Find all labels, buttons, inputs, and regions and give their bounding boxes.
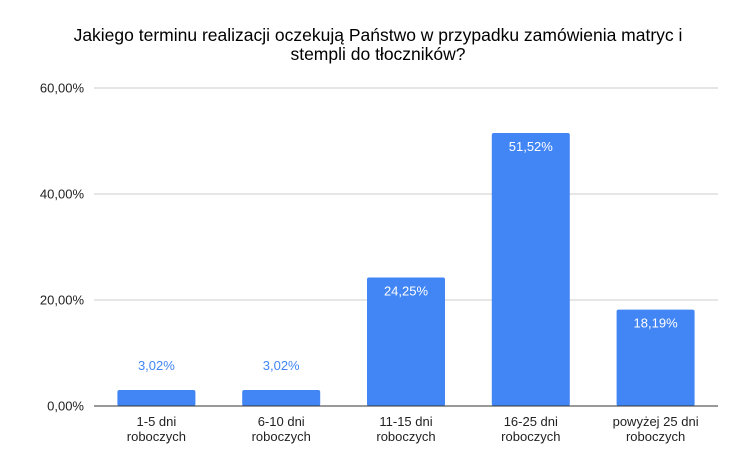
chart-title-line-1: Jakiego terminu realizacji oczekują Pańs… [73,25,683,45]
x-tick-label: roboczych [376,429,435,444]
y-tick-label: 20,00% [40,293,85,308]
bar [491,132,570,406]
data-label: 3,02% [263,358,300,373]
bar [117,389,196,406]
bar [242,389,321,406]
bar [367,277,445,406]
y-tick-label: 60,00% [40,81,85,96]
x-tick-label: 1-5 dni [137,414,177,429]
x-tick-label: powyżej 25 dni [613,414,699,429]
chart-title-line-2: stempli do tłoczników? [290,44,466,64]
x-tick-label: 16-25 dni [504,414,558,429]
x-tick-label: 11-15 dni [379,414,432,429]
data-label: 51,52% [509,139,554,154]
data-label: 18,19% [634,316,679,331]
x-tick-label: 6-10 dni [258,414,305,429]
x-tick-label: roboczych [252,429,311,444]
chart-title: Jakiego terminu realizacji oczekują Pańs… [20,26,736,64]
data-label: 24,25% [384,283,429,298]
x-tick-label: roboczych [127,429,186,444]
bar [616,309,695,406]
y-tick-label: 0,00% [47,399,84,414]
data-label: 3,02% [138,358,175,373]
x-tick-label: roboczych [501,429,560,444]
x-tick-label: roboczych [626,429,685,444]
y-tick-label: 40,00% [40,187,85,202]
